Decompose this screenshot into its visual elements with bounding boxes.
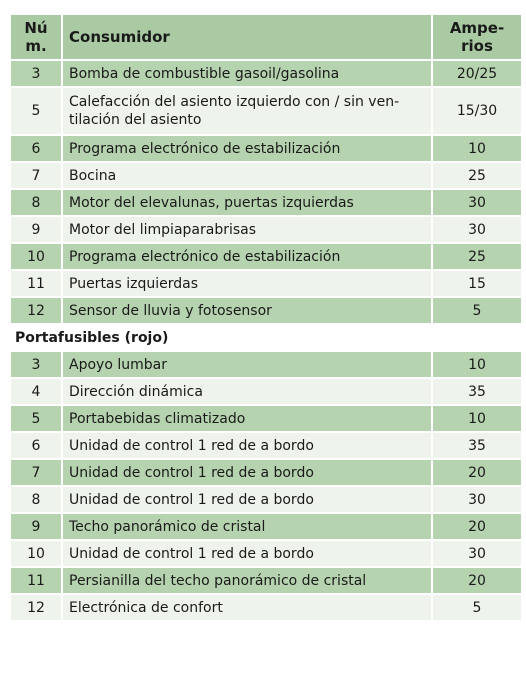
consumer: Techo panorámico de cristal (61, 512, 433, 541)
fuse-number: 10 (9, 242, 63, 271)
amperes: 25 (431, 242, 523, 271)
table-row: 9 Techo panorámico de cristal 20 (9, 512, 523, 541)
fuse-number: 7 (9, 161, 63, 190)
table-row: 10 Unidad de control 1 red de a bordo 30 (9, 539, 523, 568)
section-title: Portafusibles (rojo) (9, 323, 523, 352)
fuse-number: 9 (9, 512, 63, 541)
table-row: 3 Bomba de combustible gasoil/gasolina 20/… (9, 59, 523, 88)
header-cell: Nú m. (9, 13, 63, 61)
table-row: 10 Programa electrónico de estabilización… (9, 242, 523, 271)
table-row: 9 Motor del limpiaparabrisas 30 (9, 215, 523, 244)
fuse-number: 8 (9, 188, 63, 217)
table-row: 4 Dirección dinámica 35 (9, 377, 523, 406)
section-row: Portafusibles (rojo) (9, 323, 523, 352)
amperes: 30 (431, 215, 523, 244)
table-row: 7 Unidad de control 1 red de a bordo 20 (9, 458, 523, 487)
amperes: 20 (431, 458, 523, 487)
fuse-number: 9 (9, 215, 63, 244)
amperes: 20 (431, 512, 523, 541)
amperes: 15 (431, 269, 523, 298)
table-row: 5 Portabebidas climatizado 10 (9, 404, 523, 433)
fuse-number: 7 (9, 458, 63, 487)
table-row: 12 Sensor de lluvia y fotosensor 5 (9, 296, 523, 325)
consumer: Puertas izquierdas (61, 269, 433, 298)
consumer: Electrónica de confort (61, 593, 433, 622)
amperes: 30 (431, 188, 523, 217)
consumer: Unidad de control 1 red de a bordo (61, 458, 433, 487)
fuse-number: 11 (9, 269, 63, 298)
amperes: 15/30 (431, 86, 523, 136)
amperes: 35 (431, 377, 523, 406)
amperes: 10 (431, 404, 523, 433)
fuse-number: 6 (9, 431, 63, 460)
table-body: Nú m. Consumidor Ampe- rios 3 Bomba de co… (9, 13, 523, 622)
header-cell: Consumidor (61, 13, 433, 61)
fuse-table: Nú m. Consumidor Ampe- rios 3 Bomba de co… (9, 13, 523, 622)
consumer: Programa electrónico de estabilización (61, 134, 433, 163)
table-row: 11 Puertas izquierdas 15 (9, 269, 523, 298)
consumer: Persianilla del techo panorámico de cris… (61, 566, 433, 595)
consumer: Motor del elevalunas, puertas izquierdas (61, 188, 433, 217)
consumer: Bocina (61, 161, 433, 190)
table-row: 6 Programa electrónico de estabilización 1… (9, 134, 523, 163)
fuse-number: 12 (9, 593, 63, 622)
fuse-number: 12 (9, 296, 63, 325)
table-row: 7 Bocina 25 (9, 161, 523, 190)
amperes: 5 (431, 296, 523, 325)
table-row: 3 Apoyo lumbar 10 (9, 350, 523, 379)
fuse-number: 8 (9, 485, 63, 514)
table-row: 8 Motor del elevalunas, puertas izquierda… (9, 188, 523, 217)
fuse-number: 5 (9, 404, 63, 433)
amperes: 30 (431, 485, 523, 514)
table-row: 6 Unidad de control 1 red de a bordo 35 (9, 431, 523, 460)
fuse-number: 3 (9, 59, 63, 88)
table-row: 5 Calefacción del asiento izquierdo con /… (9, 86, 523, 136)
fuse-number: 5 (9, 86, 63, 136)
fuse-number: 6 (9, 134, 63, 163)
consumer: Programa electrónico de estabilización (61, 242, 433, 271)
amperes: 20 (431, 566, 523, 595)
consumer: Dirección dinámica (61, 377, 433, 406)
consumer: Unidad de control 1 red de a bordo (61, 485, 433, 514)
amperes: 10 (431, 134, 523, 163)
consumer: Portabebidas climatizado (61, 404, 433, 433)
fuse-number: 4 (9, 377, 63, 406)
fuse-number: 10 (9, 539, 63, 568)
table-row: 12 Electrónica de confort 5 (9, 593, 523, 622)
consumer: Unidad de control 1 red de a bordo (61, 539, 433, 568)
amperes: 30 (431, 539, 523, 568)
amperes: 5 (431, 593, 523, 622)
header-row: Nú m. Consumidor Ampe- rios (9, 13, 523, 61)
consumer: Sensor de lluvia y fotosensor (61, 296, 433, 325)
amperes: 20/25 (431, 59, 523, 88)
consumer: Bomba de combustible gasoil/gasolina (61, 59, 433, 88)
fuse-number: 3 (9, 350, 63, 379)
table-row: 11 Persianilla del techo panorámico de cr… (9, 566, 523, 595)
consumer: Calefacción del asiento izquierdo con / … (61, 86, 433, 136)
consumer: Motor del limpiaparabrisas (61, 215, 433, 244)
amperes: 35 (431, 431, 523, 460)
table-row: 8 Unidad de control 1 red de a bordo 30 (9, 485, 523, 514)
amperes: 10 (431, 350, 523, 379)
amperes: 25 (431, 161, 523, 190)
fuse-number: 11 (9, 566, 63, 595)
consumer: Apoyo lumbar (61, 350, 433, 379)
consumer: Unidad de control 1 red de a bordo (61, 431, 433, 460)
header-cell: Ampe- rios (431, 13, 523, 61)
